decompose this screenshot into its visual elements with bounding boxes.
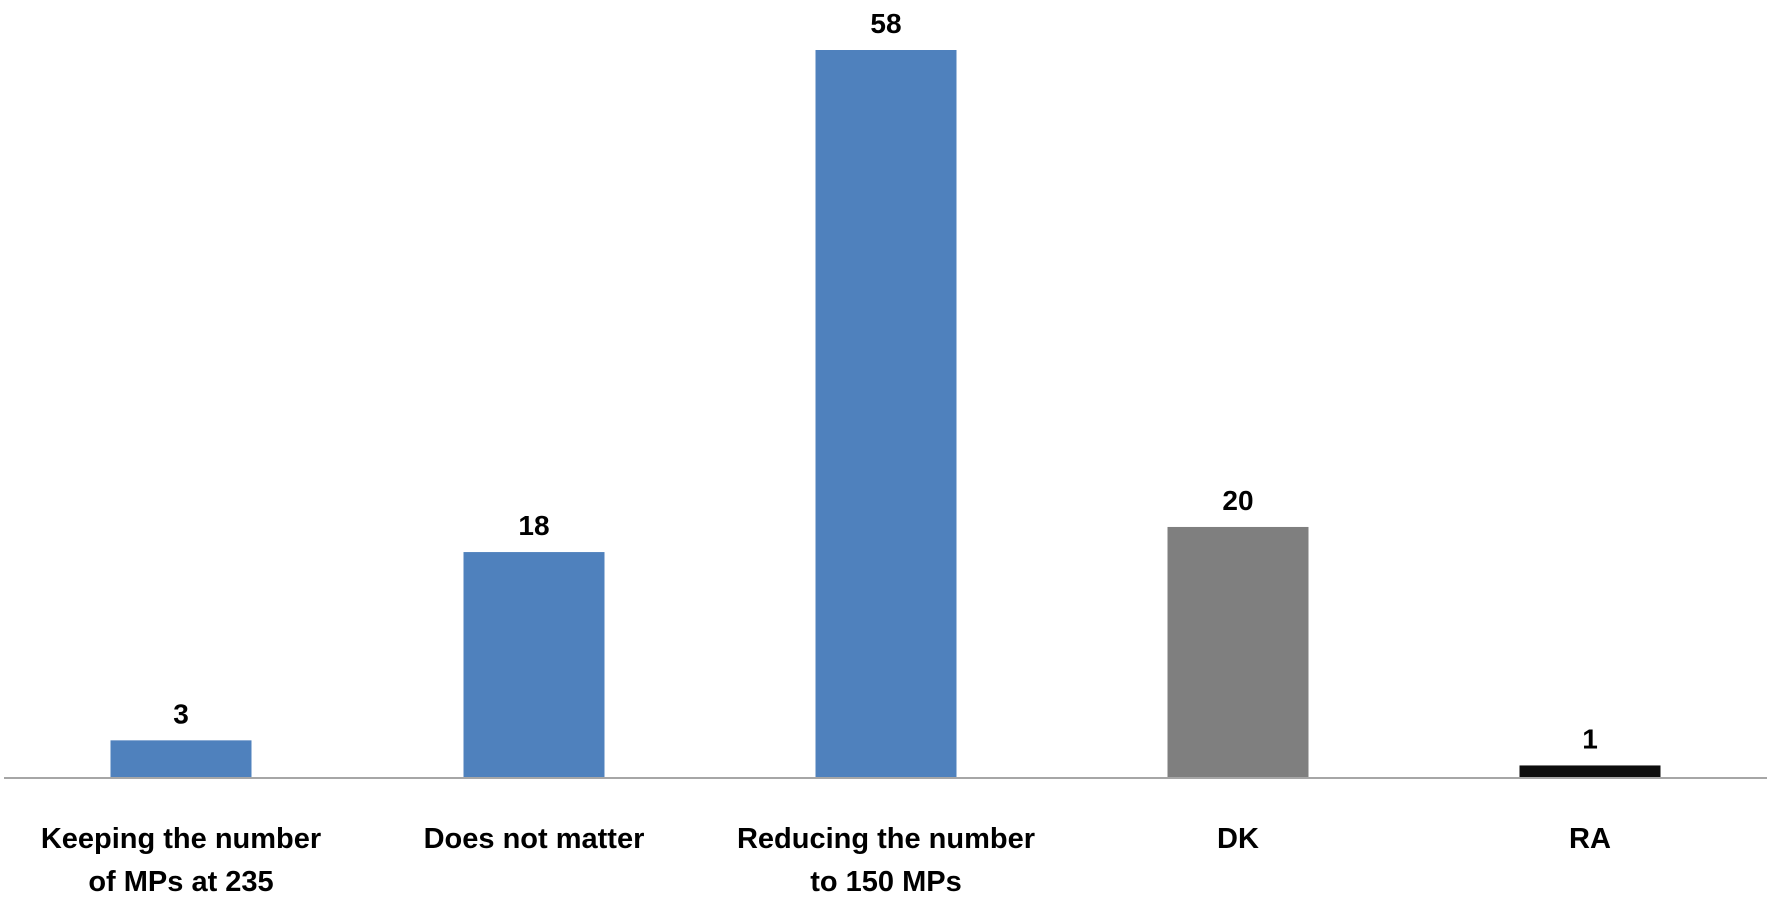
data-label-3: 20	[1222, 485, 1253, 516]
bar-3	[1167, 526, 1309, 778]
category-label-0: Keeping the number of MPs at 235	[41, 823, 321, 897]
bar-0	[110, 740, 252, 778]
category-label-line: RA	[1569, 823, 1611, 855]
category-label-line: Keeping the number	[41, 823, 321, 855]
category-label-4: RA	[1569, 823, 1611, 855]
value-labels-group: 3 18 58 20 1	[173, 8, 1598, 754]
data-label-4: 1	[1582, 723, 1598, 754]
category-label-line: Does not matter	[424, 823, 645, 855]
bar-1	[463, 552, 605, 778]
data-label-1: 18	[518, 510, 549, 541]
bar-4	[1519, 765, 1661, 778]
category-labels-group: Keeping the number of MPs at 235 Does not …	[41, 823, 1611, 897]
bars-group	[110, 50, 1661, 778]
category-label-3: DK	[1217, 823, 1259, 855]
data-label-0: 3	[173, 698, 189, 729]
category-label-line: DK	[1217, 823, 1259, 855]
bar-2	[815, 50, 957, 778]
category-label-2: Reducing the number to 150 MPs	[737, 823, 1035, 897]
category-label-line: of MPs at 235	[88, 866, 273, 897]
category-label-line: Reducing the number	[737, 823, 1035, 855]
category-label-line: to 150 MPs	[810, 866, 962, 897]
category-label-1: Does not matter	[424, 823, 645, 855]
data-label-2: 58	[870, 8, 901, 39]
